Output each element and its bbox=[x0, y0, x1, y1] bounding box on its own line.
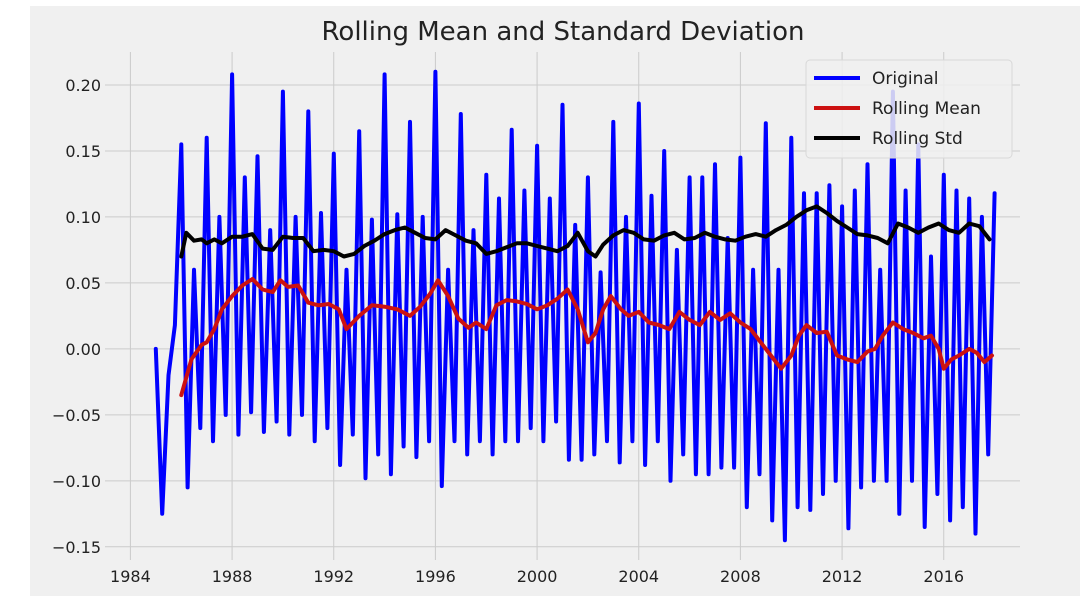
y-tick-label: −0.05 bbox=[52, 406, 101, 425]
legend-box bbox=[805, 59, 1013, 159]
x-tick-label: 1984 bbox=[110, 567, 151, 586]
x-tick-label: 2008 bbox=[720, 567, 761, 586]
series-line-rolling-std bbox=[179, 204, 992, 259]
series-line-rolling-mean bbox=[179, 277, 994, 398]
legend: Original Rolling Mean Rolling Std bbox=[805, 59, 1013, 159]
chart-title: Rolling Mean and Standard Deviation bbox=[322, 17, 805, 47]
y-tick-label: 0.00 bbox=[65, 340, 101, 359]
axis-ticks: −0.15 −0.10 −0.05 0.00 0.05 0.10 0.15 0.20 1984 1… bbox=[52, 76, 964, 586]
x-tick-label: 1988 bbox=[212, 567, 253, 586]
x-tick-label: 2012 bbox=[822, 567, 863, 586]
y-tick-label: −0.15 bbox=[52, 538, 101, 557]
series-lines bbox=[153, 69, 997, 543]
legend-label-original: Original bbox=[872, 69, 939, 89]
legend-label-rolling-mean: Rolling Mean bbox=[872, 99, 981, 119]
y-tick-label: −0.10 bbox=[52, 472, 101, 491]
y-tick-label: 0.05 bbox=[65, 274, 101, 293]
x-tick-label: 1992 bbox=[313, 567, 354, 586]
series-line-original bbox=[153, 69, 997, 543]
y-tick-label: 0.20 bbox=[65, 76, 101, 95]
y-tick-label: 0.10 bbox=[65, 208, 101, 227]
legend-label-rolling-std: Rolling Std bbox=[872, 129, 963, 149]
x-tick-label: 2016 bbox=[923, 567, 964, 586]
x-tick-label: 1996 bbox=[415, 567, 456, 586]
x-tick-label: 2004 bbox=[618, 567, 659, 586]
y-tick-label: 0.15 bbox=[65, 142, 101, 161]
x-tick-label: 2000 bbox=[517, 567, 558, 586]
